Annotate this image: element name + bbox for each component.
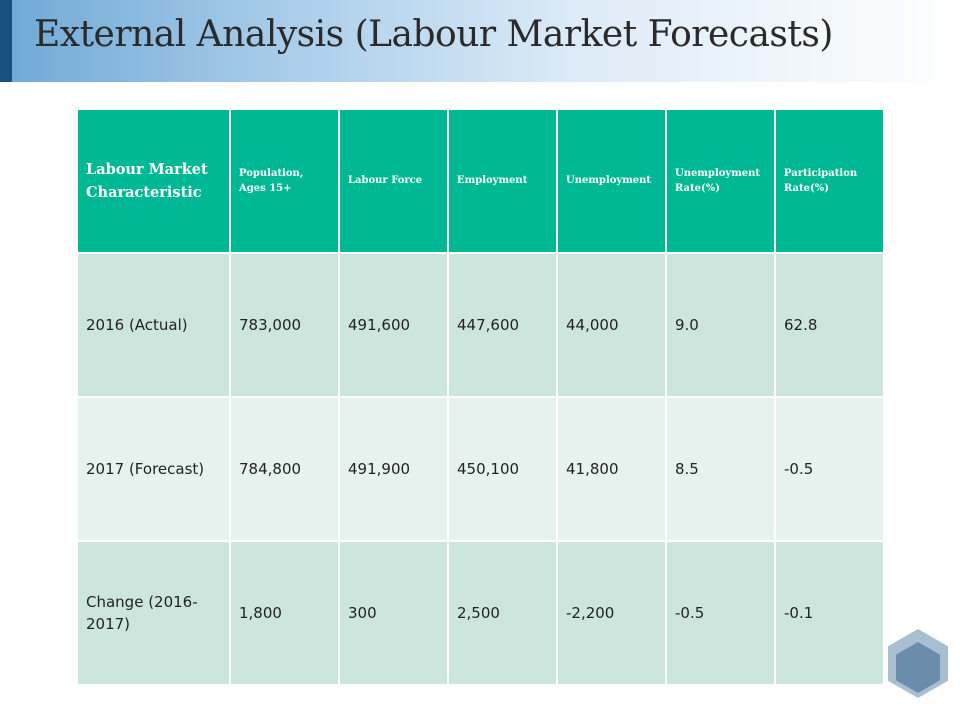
table-cell: 9.0 [667,254,774,396]
table-cell: -0.5 [667,542,774,684]
table-row: 2016 (Actual) 783,000 491,600 447,600 44… [78,254,883,396]
header-employment: Employment [449,110,556,252]
table-cell: 41,800 [558,398,665,540]
header-unemployment-rate: Unemployment Rate(%) [667,110,774,252]
slide-title: External Analysis (Labour Market Forecas… [34,14,833,55]
header-participation-rate: Participation Rate(%) [776,110,883,252]
table-row: 2017 (Forecast) 784,800 491,900 450,100 … [78,398,883,540]
table-cell: 8.5 [667,398,774,540]
title-accent-bar [0,0,12,82]
table-cell: 491,900 [340,398,447,540]
table-cell: 783,000 [231,254,338,396]
table-cell: Change (2016-2017) [78,542,229,684]
header-labour-force: Labour Force [340,110,447,252]
table-cell: 1,800 [231,542,338,684]
labour-market-table: Labour Market Characteristic Population,… [76,108,885,686]
table-cell: 784,800 [231,398,338,540]
table-header-row: Labour Market Characteristic Population,… [78,110,883,252]
table-cell: -2,200 [558,542,665,684]
header-characteristic: Labour Market Characteristic [78,110,229,252]
table-cell: -0.1 [776,542,883,684]
table-row: Change (2016-2017) 1,800 300 2,500 -2,20… [78,542,883,684]
title-band [0,0,960,82]
header-unemployment: Unemployment [558,110,665,252]
table-cell: 2,500 [449,542,556,684]
header-population: Population, Ages 15+ [231,110,338,252]
table-cell: 491,600 [340,254,447,396]
table-cell: 2016 (Actual) [78,254,229,396]
table-cell: 44,000 [558,254,665,396]
table-cell: 300 [340,542,447,684]
table-cell: 450,100 [449,398,556,540]
table-cell: 2017 (Forecast) [78,398,229,540]
table-cell: -0.5 [776,398,883,540]
table-cell: 447,600 [449,254,556,396]
table-cell: 62.8 [776,254,883,396]
